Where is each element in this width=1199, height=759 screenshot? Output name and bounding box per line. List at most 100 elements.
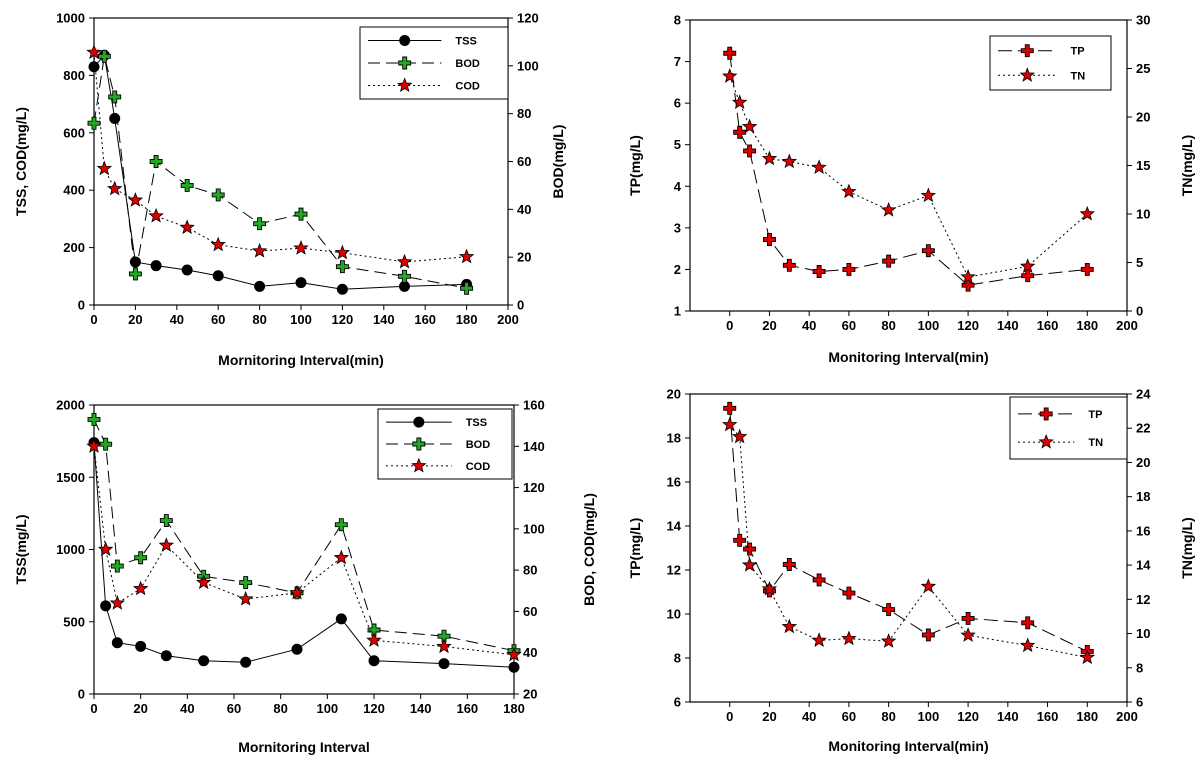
x-tick-label: 160	[414, 312, 436, 327]
data-point-bod	[180, 178, 194, 192]
data-point-tss	[254, 280, 266, 292]
data-point-tp	[812, 573, 826, 587]
x-tick-label: 200	[497, 312, 519, 327]
x-tick-label: 40	[802, 709, 816, 724]
y-tick-label: 1000	[56, 11, 85, 26]
data-point-tss	[150, 260, 162, 272]
data-point-tp	[842, 586, 856, 600]
y-tick-label: 0	[78, 687, 85, 702]
data-point-bod	[253, 217, 267, 231]
legend-label-cod: COD	[455, 81, 480, 93]
data-point-cod	[293, 240, 309, 255]
data-point-bod	[294, 207, 308, 221]
x-tick-label: 120	[957, 709, 979, 724]
data-point-tp	[733, 533, 747, 547]
x-tick-label: 100	[290, 312, 312, 327]
y-tick-label: 2000	[56, 398, 85, 413]
x-tick-label: 120	[332, 312, 354, 327]
data-point-tss	[240, 656, 252, 668]
data-point-tn	[781, 618, 798, 634]
y-tick-label: 500	[63, 614, 85, 629]
data-point-tn	[781, 153, 798, 169]
y-tick-label: 6	[674, 695, 681, 710]
data-point-bod	[108, 90, 122, 104]
legend-box	[377, 408, 513, 480]
data-point-cod	[132, 580, 149, 596]
data-point-tn	[1019, 637, 1036, 653]
y2-axis-label: BOD, COD(mg/L)	[581, 493, 597, 606]
data-point-cod	[86, 44, 102, 59]
data-point-bod	[460, 281, 474, 295]
data-point-cod	[106, 180, 123, 196]
data-point-tp	[782, 258, 796, 272]
legend-marker-tss	[413, 416, 425, 428]
data-point-tp	[1021, 616, 1035, 630]
x-tick-label: 180	[456, 312, 478, 327]
y2-tick-label: 14	[1136, 558, 1151, 573]
y2-tick-label: 60	[517, 154, 531, 169]
y2-tick-label: 22	[1136, 421, 1150, 436]
y-tick-label: 20	[667, 387, 681, 402]
y2-tick-label: 10	[1136, 207, 1150, 222]
legend-marker-cod	[396, 77, 413, 93]
x-tick-label: 200	[1116, 318, 1138, 333]
y2-tick-label: 100	[517, 58, 539, 73]
data-point-bod	[110, 559, 124, 573]
data-point-bod	[367, 623, 381, 637]
data-point-cod	[366, 632, 382, 647]
legend-label-bod: BOD	[455, 58, 480, 70]
data-point-bod	[159, 514, 173, 528]
data-point-cod	[158, 537, 175, 552]
x-tick-label: 20	[128, 312, 142, 327]
data-point-tn	[722, 416, 738, 432]
x-tick-label: 140	[997, 318, 1019, 333]
data-point-cod	[396, 253, 413, 269]
data-point-bod	[128, 267, 142, 281]
x-tick-label: 140	[373, 312, 395, 327]
data-point-tn	[880, 202, 897, 217]
data-point-bod	[87, 413, 101, 426]
x-tick-label: 140	[410, 701, 432, 716]
y-tick-label: 200	[63, 240, 85, 255]
y2-tick-label: 100	[523, 521, 545, 536]
y-tick-label: 1	[674, 304, 681, 319]
legend-box	[1009, 396, 1128, 460]
chart-panel-4: 0 20 40 60 80 100 120 140 160 180 2006810121416182…	[627, 387, 1195, 755]
legend-label-cod: COD	[466, 461, 491, 473]
y2-tick-label: 80	[523, 563, 537, 578]
x-tick-label: 80	[881, 709, 895, 724]
y2-tick-label: 18	[1136, 489, 1150, 504]
y2-tick-label: 24	[1136, 387, 1151, 402]
data-point-cod	[251, 242, 268, 258]
y-tick-label: 7	[674, 54, 681, 69]
y-axis-label: TP(mg/L)	[627, 518, 643, 579]
x-tick-label: 0	[90, 312, 97, 327]
y2-tick-label: 120	[523, 480, 545, 495]
data-point-tn	[920, 578, 937, 594]
y2-tick-label: 5	[1136, 255, 1143, 270]
x-tick-label: 20	[762, 318, 776, 333]
y2-axis-label: BOD(mg/L)	[550, 125, 566, 199]
x-tick-label: 20	[762, 709, 776, 724]
x-tick-label: 120	[363, 701, 385, 716]
x-axis-label: Monitoring Interval(min)	[828, 349, 988, 365]
y-tick-label: 8	[674, 651, 681, 666]
series-line-cod	[93, 446, 515, 656]
data-point-tn	[731, 94, 748, 110]
data-point-tss	[88, 61, 100, 73]
x-tick-label: 100	[316, 701, 338, 716]
y2-tick-label: 20	[1136, 110, 1150, 125]
data-point-bod	[99, 437, 113, 451]
data-point-tn	[1079, 205, 1095, 221]
data-point-tn	[1019, 258, 1036, 273]
x-tick-label: 160	[1037, 318, 1059, 333]
series-line-bod	[93, 419, 515, 652]
y2-tick-label: 6	[1136, 695, 1143, 710]
legend-marker-tss	[399, 35, 411, 46]
data-point-bod	[134, 551, 148, 565]
y2-tick-label: 0	[1136, 304, 1143, 319]
series-line-tss	[93, 442, 515, 668]
series-line-tn	[729, 424, 1088, 659]
x-tick-label: 0	[726, 709, 733, 724]
data-point-tp	[782, 558, 796, 571]
